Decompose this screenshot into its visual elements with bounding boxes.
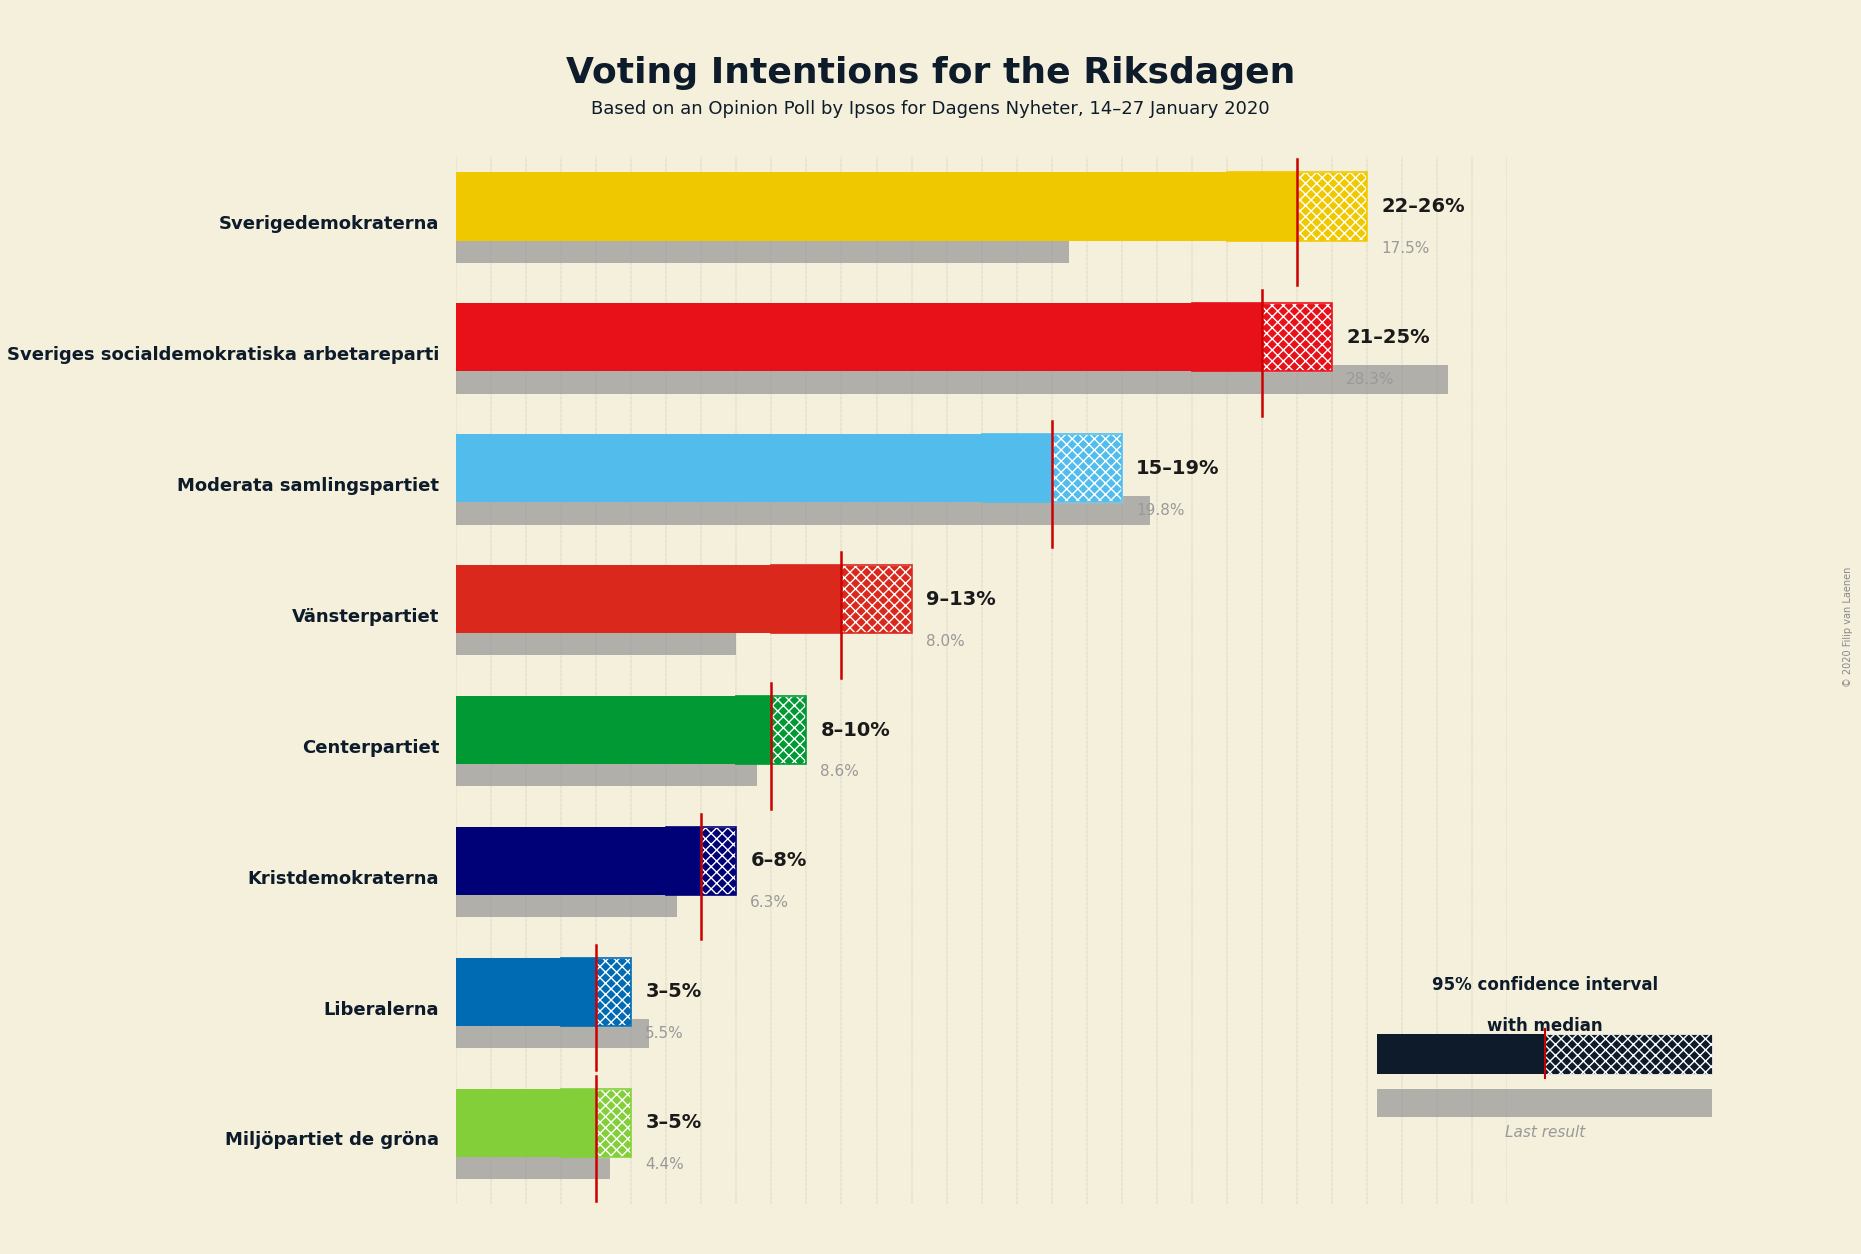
Bar bbox=[456, 1088, 596, 1156]
Bar bbox=[456, 1150, 610, 1179]
Bar bbox=[770, 696, 806, 764]
Text: 6.3%: 6.3% bbox=[750, 895, 789, 910]
Bar bbox=[983, 434, 1122, 503]
Text: 8.6%: 8.6% bbox=[821, 765, 860, 780]
Text: 3–5%: 3–5% bbox=[646, 1114, 702, 1132]
Bar bbox=[456, 757, 757, 786]
Text: Last result: Last result bbox=[1504, 1125, 1586, 1140]
Text: 21–25%: 21–25% bbox=[1346, 327, 1429, 347]
Bar bbox=[596, 1088, 631, 1156]
Text: 3–5%: 3–5% bbox=[646, 982, 702, 1001]
Bar bbox=[841, 566, 912, 633]
Text: 5.5%: 5.5% bbox=[646, 1026, 685, 1041]
Bar bbox=[456, 495, 1150, 524]
Text: 17.5%: 17.5% bbox=[1381, 241, 1429, 256]
Bar bbox=[1377, 1033, 1545, 1075]
Bar bbox=[1051, 434, 1122, 503]
Bar bbox=[1262, 303, 1332, 371]
Text: with median: with median bbox=[1487, 1017, 1602, 1035]
Bar bbox=[456, 434, 1051, 503]
Bar bbox=[1297, 173, 1368, 241]
Text: 19.8%: 19.8% bbox=[1135, 503, 1184, 518]
Text: 15–19%: 15–19% bbox=[1135, 459, 1219, 478]
Bar bbox=[596, 958, 631, 1026]
Bar bbox=[456, 365, 1448, 394]
Text: 6–8%: 6–8% bbox=[750, 851, 806, 870]
Bar bbox=[1545, 1033, 1712, 1075]
Bar bbox=[770, 696, 806, 764]
Bar bbox=[456, 627, 737, 656]
Text: 95% confidence interval: 95% confidence interval bbox=[1431, 976, 1658, 994]
Text: 8.0%: 8.0% bbox=[925, 633, 964, 648]
Bar bbox=[1191, 303, 1332, 371]
Text: 8–10%: 8–10% bbox=[821, 721, 890, 740]
Bar bbox=[1297, 173, 1368, 241]
Bar bbox=[456, 696, 770, 764]
Bar bbox=[456, 566, 841, 633]
Bar bbox=[456, 1020, 649, 1048]
Bar bbox=[702, 826, 737, 895]
Bar bbox=[666, 826, 737, 895]
Bar bbox=[562, 1088, 631, 1156]
Bar bbox=[596, 958, 631, 1026]
Bar bbox=[456, 958, 596, 1026]
Bar bbox=[1051, 434, 1122, 503]
Bar bbox=[562, 958, 631, 1026]
Bar bbox=[702, 826, 737, 895]
Bar bbox=[456, 303, 1262, 371]
Text: 28.3%: 28.3% bbox=[1346, 371, 1394, 386]
Bar bbox=[770, 566, 912, 633]
Bar bbox=[841, 566, 912, 633]
Bar bbox=[456, 234, 1070, 263]
Bar bbox=[737, 696, 806, 764]
Text: © 2020 Filip van Laenen: © 2020 Filip van Laenen bbox=[1842, 567, 1854, 687]
Text: Voting Intentions for the Riksdagen: Voting Intentions for the Riksdagen bbox=[566, 56, 1295, 90]
Bar bbox=[596, 1088, 631, 1156]
Bar bbox=[456, 826, 702, 895]
Text: 9–13%: 9–13% bbox=[925, 589, 996, 608]
Bar bbox=[1377, 1088, 1712, 1117]
Text: 22–26%: 22–26% bbox=[1381, 197, 1465, 216]
Bar bbox=[456, 173, 1297, 241]
Bar bbox=[456, 888, 677, 917]
Text: 4.4%: 4.4% bbox=[646, 1157, 685, 1172]
Bar bbox=[1262, 303, 1332, 371]
Text: Based on an Opinion Poll by Ipsos for Dagens Nyheter, 14–27 January 2020: Based on an Opinion Poll by Ipsos for Da… bbox=[592, 100, 1269, 118]
Bar bbox=[1226, 173, 1368, 241]
